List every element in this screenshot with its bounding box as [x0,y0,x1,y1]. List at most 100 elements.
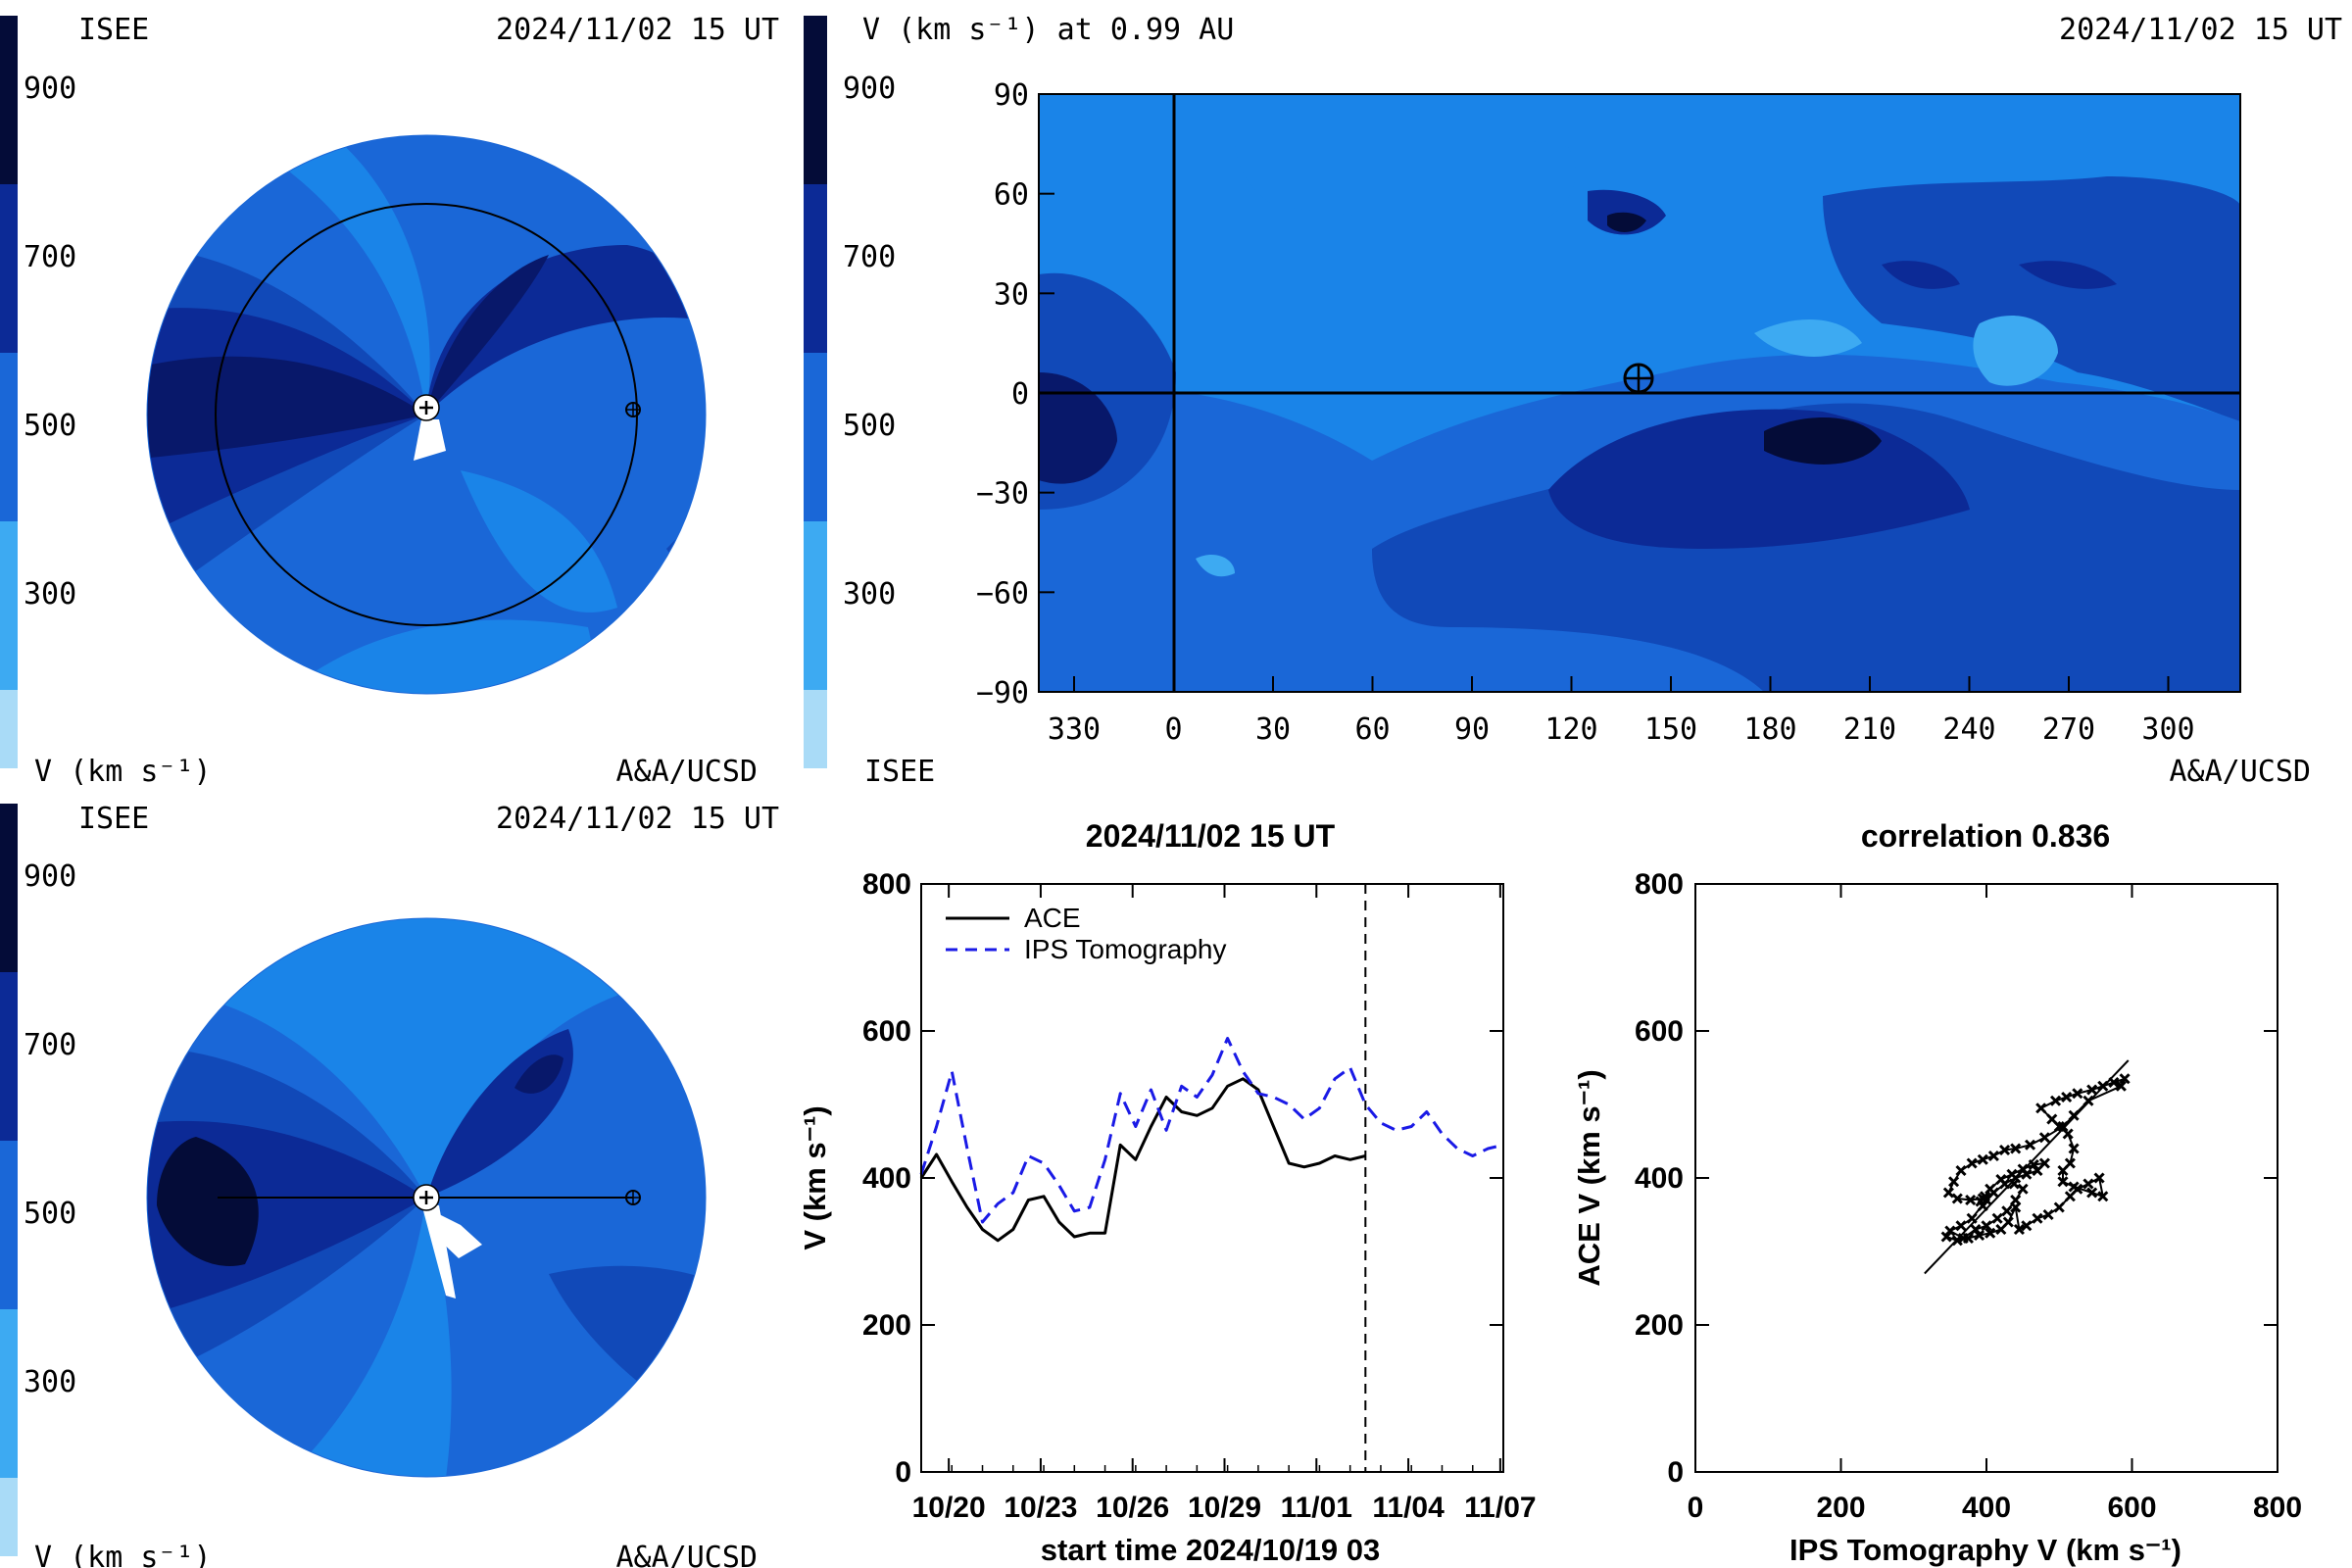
colorbar-band-v1 [0,1478,18,1556]
scatter-point [2038,1157,2050,1169]
colorbar-tick-900: 900 [24,859,76,894]
ts-xtick-label: 11/01 [1281,1492,1352,1524]
colorbar-band-v6 [0,184,18,353]
scatter-point [2119,1073,2131,1085]
sun-cross-icon [419,401,433,415]
map-ytick-label: 90 [994,78,1029,113]
scatter-point [1940,1231,1952,1243]
polar-band-north-light [147,918,706,1198]
scatter-point [1998,1144,2011,1156]
scatter-point [2032,1212,2043,1224]
scatter-point [1965,1194,1977,1206]
scatter-ytick-label: 800 [1635,868,1684,901]
top-polar-credit: A&A/UCSD [616,755,759,789]
ts-xtick-label: 10/23 [1004,1492,1077,1524]
colorbar-band-v6 [804,184,827,353]
map-xtick-label: 60 [1354,712,1390,747]
scatter-point [2082,1178,2094,1190]
legend-ips-label: IPS Tomography [1024,934,1227,964]
ts-xtick-label: 11/07 [1464,1492,1536,1524]
map-ytick-label: 60 [994,178,1029,213]
polar-band-west-core [157,1137,259,1266]
scatter-point [2001,1205,2013,1217]
map-ytick-label: −30 [976,477,1029,512]
map-north-core [1607,212,1646,232]
scatter-point [2002,1216,2014,1228]
scatter-point [1955,1164,1967,1177]
map-ne-fast [1823,176,2240,421]
scatter-point [2010,1143,2022,1154]
map-xtick-label: 150 [1644,712,1697,747]
ts-xtick-label: 11/04 [1372,1492,1445,1524]
bottom-colorbar-ticks: 900 700 500 300 [24,859,76,1399]
colorbar-band-v8 [804,16,827,184]
top-colorbar [0,16,18,768]
scatter-ytick-label: 400 [1635,1162,1684,1195]
scatter-point [2038,1132,2050,1144]
timeseries-plot: 0 200 400 600 800 10/20 10/23 10/26 10/29 11/01 11… [862,868,1537,1524]
polar-band-ne-core [426,255,549,415]
scatter-xlabel: IPS Tomography V (km s⁻¹) [1789,1533,2181,1567]
polar-band-north [255,135,430,415]
scatter-point [1966,1212,1978,1224]
map-slow-spot [1196,554,1235,577]
scatter-point [2086,1084,2098,1096]
colorbar-tick-300: 300 [843,577,896,612]
scatter-point [2049,1095,2062,1106]
colorbar-tick-300: 300 [24,1365,76,1399]
scatter-point [2021,1220,2033,1232]
ts-ytick-label: 600 [862,1015,911,1048]
scatter-point [1944,1225,1956,1237]
top-polar-date: 2024/11/02 15 UT [496,13,779,47]
polar-outline [146,917,707,1478]
ts-xtick-label: 10/20 [912,1492,986,1524]
colorbar-tick-700: 700 [24,1028,76,1062]
scatter-point [2017,1183,2029,1195]
colorbar-tick-700: 700 [843,240,896,274]
colorbar-tick-500: 500 [24,1197,76,1231]
polar-band-west-core [147,356,426,461]
scatter-point [2010,1194,2022,1206]
scatter-point [2108,1076,2120,1089]
colorbar-band-v4 [804,353,827,521]
map-ytick-label: −60 [976,576,1029,611]
map-ne-core-2 [2019,261,2117,289]
colorbar-band-v4 [0,1141,18,1309]
polar-outline [146,134,707,695]
map-north-light [1235,131,1576,225]
scatter-point [1951,1193,1963,1204]
colorbar-tick-500: 500 [24,409,76,443]
scatter-point [2115,1080,2127,1092]
map-xtick-label: 120 [1544,712,1597,747]
scatter-point [2097,1191,2109,1202]
timeseries-title: 2024/11/02 15 UT [1086,818,1336,854]
ace-series-line [919,1077,1366,1243]
sun-cross-icon [419,1191,433,1204]
scatter-point [1977,1153,1988,1165]
scatter-point [2028,1158,2039,1171]
scatter-panel: correlation 0.836 0 200 400 600 800 0 200 400 60… [1572,818,2302,1567]
scatter-ytick-label: 0 [1667,1456,1684,1489]
ts-xtick-label: 10/26 [1096,1492,1169,1524]
scatter-point [1974,1229,1985,1242]
scatter-point [1955,1220,1967,1232]
polar-band-south [294,1198,452,1477]
scatter-point [1970,1223,1982,1236]
scatter-point [1981,1194,1992,1206]
ts-ytick-label: 200 [862,1309,911,1342]
scatter-ytick-label: 600 [1635,1015,1684,1048]
colorbar-tick-900: 900 [24,72,76,106]
scatter-xtick-label: 400 [1962,1492,2011,1524]
scatter-point [2097,1080,2109,1092]
no-data-streak [421,1203,456,1298]
scatter-point [2024,1139,2036,1151]
scatter-title: correlation 0.836 [1861,818,2110,854]
scatter-point [1984,1227,1996,1239]
map-ne-core [1882,261,1960,289]
bottom-polar-date: 2024/11/02 15 UT [496,802,779,836]
colorbar-tick-900: 900 [843,72,896,106]
scatter-point [2006,1168,2018,1180]
timeseries-frame [920,883,1504,1473]
scatter-point [2013,1223,2025,1236]
